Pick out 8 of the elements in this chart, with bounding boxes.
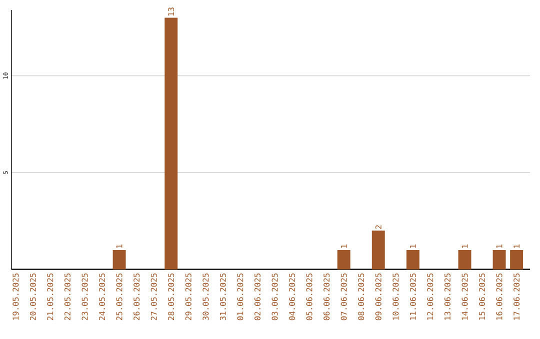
bar (112, 250, 126, 270)
bar (164, 18, 178, 270)
bar (510, 250, 524, 270)
bar (492, 250, 506, 270)
bar (458, 250, 472, 270)
bar (372, 230, 385, 270)
bar (406, 250, 420, 270)
bar (337, 250, 350, 270)
